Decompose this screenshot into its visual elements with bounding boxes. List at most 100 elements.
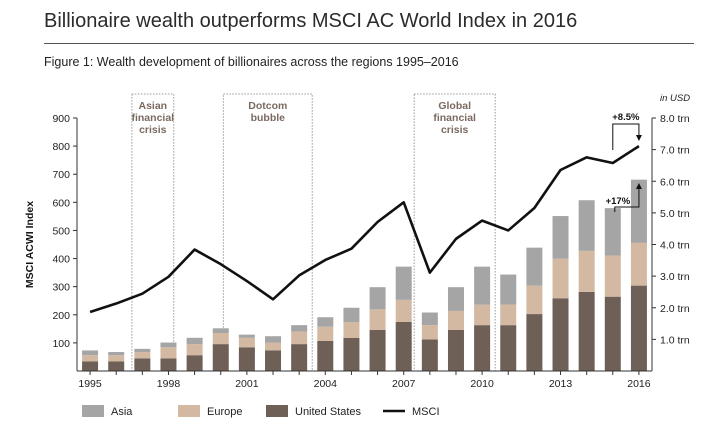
bar-asia <box>526 247 543 286</box>
bar-asia <box>82 350 99 356</box>
right-tick-label: 1.0 trn <box>660 334 690 346</box>
bar-united-states <box>82 361 99 371</box>
bar-asia <box>212 328 229 334</box>
annotation-arrow-wealth <box>635 183 642 189</box>
x-tick-label: 1998 <box>157 378 181 390</box>
bar-europe <box>291 331 308 345</box>
legend-label-europe: Europe <box>207 406 242 418</box>
bar-asia <box>578 200 595 251</box>
bar-europe <box>82 355 99 362</box>
left-tick-label: 900 <box>52 113 70 125</box>
bar-asia <box>291 325 308 332</box>
legend-swatch-united-states <box>266 405 288 417</box>
bar-united-states <box>474 325 491 371</box>
bar-asia <box>395 266 412 300</box>
right-axis-unit: in USD <box>660 93 690 104</box>
stacked-bars <box>82 179 647 371</box>
bar-united-states <box>134 358 151 371</box>
bar-europe <box>212 333 229 345</box>
bar-asia <box>421 312 438 326</box>
bar-europe <box>578 250 595 292</box>
x-tick-label: 2001 <box>235 378 259 390</box>
bar-united-states <box>238 347 255 371</box>
left-tick-label: 800 <box>52 141 70 153</box>
chart-subtitle: Figure 1: Wealth development of billiona… <box>44 55 459 69</box>
x-tick-label: 1995 <box>78 378 102 390</box>
bar-united-states <box>578 291 595 371</box>
period-label: Global <box>438 100 471 112</box>
bar-europe <box>552 258 569 299</box>
bar-europe <box>186 344 203 356</box>
right-tick-label: 2.0 trn <box>660 303 690 315</box>
legend-label-msci: MSCI <box>412 406 440 418</box>
period-label: Dotcom <box>248 100 287 112</box>
period-box <box>413 93 496 372</box>
bar-asia <box>108 352 125 356</box>
right-tick-label: 6.0 trn <box>660 176 690 188</box>
bar-europe <box>630 242 647 286</box>
legend-swatch-asia <box>82 405 104 417</box>
legend-label-united-states: United States <box>295 406 362 418</box>
bar-united-states <box>369 329 386 371</box>
shaded-periods: AsianfinancialcrisisDotcombubbleGlobalfi… <box>131 93 496 372</box>
bar-united-states <box>630 285 647 371</box>
bar-united-states <box>186 355 203 371</box>
y-axis-title: MSCI ACWI Index <box>24 201 36 288</box>
x-tick-label: 2016 <box>627 378 651 390</box>
annotations: +8.5% +17% <box>606 112 642 212</box>
bar-asia <box>317 317 334 327</box>
right-tick-label: 5.0 trn <box>660 208 690 220</box>
annotation-bracket-msci <box>612 123 640 150</box>
bar-united-states <box>291 344 308 371</box>
annotation-arrow-msci <box>635 135 642 141</box>
title-divider <box>44 43 694 44</box>
msci-line <box>89 145 640 314</box>
bar-europe <box>447 310 464 330</box>
period-label: crisis <box>441 124 469 136</box>
bar-europe <box>343 321 360 338</box>
legend: Asia Europe United States MSCI <box>82 405 440 418</box>
x-tick-label: 2013 <box>549 378 573 390</box>
bar-asia <box>630 179 647 243</box>
legend-swatch-europe <box>178 405 200 417</box>
bar-asia <box>369 287 386 310</box>
right-tick-label: 7.0 trn <box>660 145 690 157</box>
bar-asia <box>134 348 151 353</box>
bar-europe <box>500 304 517 326</box>
bar-united-states <box>447 329 464 371</box>
bar-europe <box>238 337 255 348</box>
annotation-bracket-wealth <box>614 186 640 212</box>
bar-asia <box>238 334 255 338</box>
right-tick-label: 3.0 trn <box>660 271 690 283</box>
bar-europe <box>317 326 334 341</box>
period-label: financial <box>131 112 174 124</box>
bar-europe <box>395 299 412 322</box>
bar-europe <box>474 304 491 326</box>
bar-asia <box>500 274 517 305</box>
period-label: financial <box>433 112 476 124</box>
bar-united-states <box>265 350 282 371</box>
bar-asia <box>604 208 621 256</box>
bar-asia <box>474 266 491 305</box>
bar-asia <box>552 216 569 259</box>
msci-line-path <box>89 145 640 314</box>
bar-europe <box>526 285 543 315</box>
annotation-msci-change: +8.5% <box>612 112 640 123</box>
bar-europe <box>369 309 386 330</box>
bar-united-states <box>395 321 412 371</box>
bar-europe <box>134 352 151 359</box>
right-tick-label: 8.0 trn <box>660 113 690 125</box>
period-label: bubble <box>251 112 286 124</box>
bar-europe <box>421 325 438 340</box>
legend-label-asia: Asia <box>111 406 133 418</box>
bar-asia <box>160 342 177 348</box>
bar-europe <box>265 342 282 351</box>
x-tick-label: 2007 <box>392 378 416 390</box>
bar-europe <box>604 255 621 297</box>
annotation-wealth-change: +17% <box>606 196 631 207</box>
bar-united-states <box>421 339 438 371</box>
left-tick-label: 100 <box>52 338 70 350</box>
bar-united-states <box>500 325 517 371</box>
right-tick-label: 4.0 trn <box>660 240 690 252</box>
